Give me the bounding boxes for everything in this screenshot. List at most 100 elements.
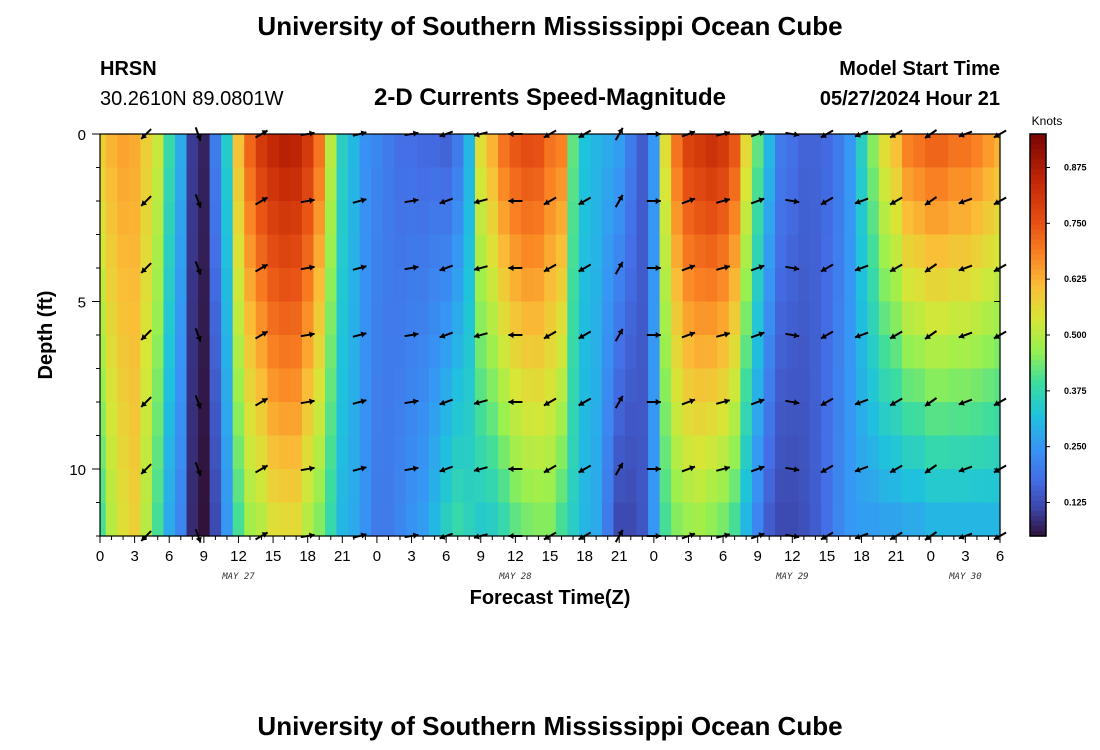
current-vector xyxy=(194,328,202,342)
heatmap-cell xyxy=(140,301,153,336)
heatmap-cell xyxy=(463,234,476,269)
heatmap-cell xyxy=(890,134,903,169)
heatmap-cell xyxy=(625,435,638,470)
heatmap-cell xyxy=(325,234,338,269)
heatmap-cell xyxy=(971,301,984,336)
heatmap-cell xyxy=(567,134,580,169)
heatmap-cell xyxy=(636,167,649,202)
colorbar-segment xyxy=(1030,144,1046,150)
current-vector xyxy=(473,332,488,339)
heatmap-cell xyxy=(936,234,949,269)
heatmap-cell xyxy=(625,469,638,504)
heatmap-cell xyxy=(648,335,661,370)
x-date-label: MAY 30 xyxy=(948,572,982,582)
heatmap-cell xyxy=(694,402,707,437)
heatmap-cell xyxy=(890,435,903,470)
heatmap-cell xyxy=(382,234,395,269)
heatmap-cell xyxy=(659,469,672,504)
colorbar-segment xyxy=(1030,324,1046,331)
heatmap-cell xyxy=(682,368,695,403)
heatmap-cell xyxy=(117,268,130,303)
heatmap-cell xyxy=(751,234,765,269)
heatmap-cell xyxy=(267,402,280,437)
heatmap-cell xyxy=(509,435,522,470)
heatmap-cell xyxy=(371,268,384,303)
current-vector xyxy=(439,398,454,406)
heatmap-cell xyxy=(867,268,880,303)
heatmap-cell xyxy=(717,301,730,336)
heatmap-cell xyxy=(844,402,857,437)
heatmap-cell xyxy=(267,502,280,537)
heatmap-cell xyxy=(163,368,176,403)
heatmap-cell xyxy=(221,301,234,336)
heatmap-cell xyxy=(463,435,476,470)
heatmap-cell xyxy=(371,402,384,437)
heatmap-cell xyxy=(186,301,199,336)
heatmap-cell xyxy=(867,502,880,537)
heatmap-cell xyxy=(498,301,511,336)
colorbar-segment xyxy=(1030,475,1046,482)
heatmap-cell xyxy=(671,201,684,236)
heatmap-cell xyxy=(451,469,465,504)
heatmap-cell xyxy=(578,301,591,336)
heatmap-cell xyxy=(832,167,845,202)
heatmap-cell xyxy=(128,368,141,403)
colorbar-segment xyxy=(1030,244,1046,251)
heatmap-cell xyxy=(163,268,176,303)
heatmap-cell xyxy=(659,134,672,169)
current-vector xyxy=(785,332,800,339)
current-vector xyxy=(404,197,419,204)
heatmap-cell xyxy=(117,368,130,403)
heatmap-cell xyxy=(901,435,915,470)
heatmap-cell xyxy=(359,368,372,403)
heatmap-cell xyxy=(175,234,188,269)
heatmap-cell xyxy=(971,435,984,470)
heatmap-cell xyxy=(994,134,1001,169)
heatmap-cell xyxy=(786,301,799,336)
heatmap-cell xyxy=(763,301,776,336)
current-vector xyxy=(300,331,315,338)
heatmap-cell xyxy=(232,268,245,303)
colorbar-segment xyxy=(1030,189,1046,195)
x-tick-label: 15 xyxy=(542,548,559,565)
heatmap-cell xyxy=(232,134,245,169)
heatmap-cell xyxy=(740,368,753,403)
heatmap-cell xyxy=(244,234,257,269)
heatmap-cell xyxy=(140,502,153,537)
colorbar-segment xyxy=(1030,520,1046,527)
y-axis: 0 5 10 xyxy=(69,127,1000,537)
heatmap-cell xyxy=(509,301,522,336)
heatmap-cell xyxy=(151,469,165,504)
heatmap-cell xyxy=(728,201,741,236)
colorbar-segment xyxy=(1030,294,1046,301)
heatmap-cell xyxy=(163,201,176,236)
x-tick-label: 18 xyxy=(576,548,593,565)
heatmap-cell xyxy=(659,268,672,303)
heatmap-cell xyxy=(717,402,730,437)
heatmap-cell xyxy=(417,402,430,437)
heatmap-cell xyxy=(613,335,626,370)
heatmap-cell xyxy=(163,234,176,269)
heatmap-cell xyxy=(971,502,984,537)
heatmap-cell xyxy=(728,402,741,437)
heatmap-cell xyxy=(463,469,476,504)
current-vector xyxy=(508,398,523,406)
heatmap-cell xyxy=(428,469,441,504)
heatmap-cell xyxy=(521,502,534,537)
heatmap-cell xyxy=(105,335,118,370)
x-tick-label: 3 xyxy=(684,548,692,565)
heatmap-cell xyxy=(117,234,130,269)
heatmap-cell xyxy=(221,268,234,303)
current-vector xyxy=(646,398,661,406)
heatmap-cell xyxy=(913,502,926,537)
heatmap-cell xyxy=(463,201,476,236)
heatmap-cell xyxy=(751,435,765,470)
heatmap-cell xyxy=(221,234,234,269)
heatmap-cell xyxy=(878,301,891,336)
heatmap-cell xyxy=(151,201,165,236)
heatmap-cell xyxy=(636,134,649,169)
heatmap-cell xyxy=(705,234,718,269)
heatmap-cell xyxy=(821,435,834,470)
heatmap-cell xyxy=(671,234,684,269)
colorbar-segment xyxy=(1030,365,1046,371)
